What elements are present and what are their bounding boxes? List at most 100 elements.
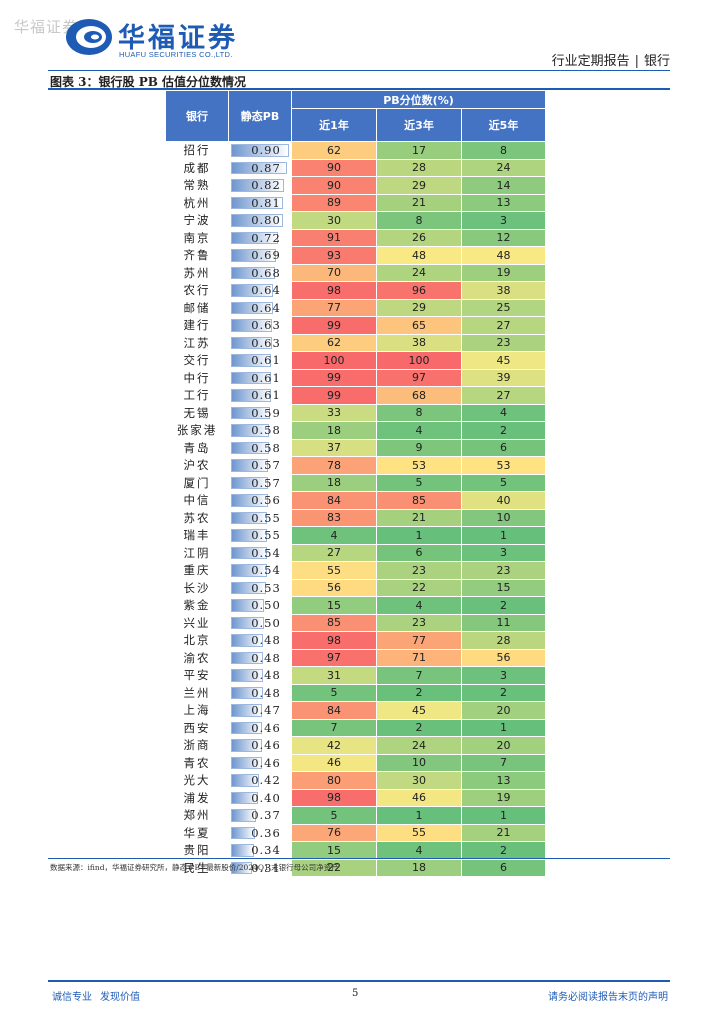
- pb-value: 0.82: [251, 178, 281, 193]
- percentile-y1-cell: 99: [291, 368, 377, 387]
- pb-cell: 0.64: [228, 298, 292, 317]
- pb-value: 0.69: [251, 248, 281, 263]
- pb-cell: 0.81: [228, 193, 292, 212]
- bank-name-cell: 杭州: [165, 193, 229, 212]
- percentile-y1-cell: 42: [291, 736, 377, 755]
- table-row: 杭州 0.81 89 21 13: [165, 193, 546, 212]
- pb-cell: 0.48: [228, 683, 292, 702]
- bank-name-cell: 交行: [165, 351, 229, 370]
- percentile-y1-cell: 4: [291, 526, 377, 545]
- col-header-1y: 近1年: [291, 108, 377, 142]
- footer-rule: [48, 980, 670, 982]
- pb-data-bar: [231, 476, 269, 489]
- footer-disclaimer: 请务必阅读报告末页的声明: [548, 992, 668, 1003]
- col-header-bank: 银行: [165, 90, 229, 142]
- percentile-y1-cell: 78: [291, 456, 377, 475]
- percentile-y5-cell: 1: [461, 806, 546, 825]
- table-row: 江阴 0.54 27 6 3: [165, 543, 546, 562]
- pb-data-bar: [231, 389, 271, 402]
- source-rule: [48, 858, 670, 859]
- pb-value: 0.40: [251, 790, 281, 805]
- pb-value: 0.61: [251, 353, 281, 368]
- pb-data-bar: [231, 371, 271, 384]
- percentile-y3-cell: 4: [376, 421, 462, 440]
- pb-cell: 0.61: [228, 351, 292, 370]
- pb-value: 0.55: [251, 510, 281, 525]
- pb-data-bar: [231, 319, 273, 332]
- footer-slogan: 诚信专业 发现价值: [52, 988, 140, 1003]
- table-row: 农行 0.64 98 96 38: [165, 281, 546, 300]
- percentile-y1-cell: 33: [291, 403, 377, 422]
- percentile-y3-cell: 77: [376, 631, 462, 650]
- pb-value: 0.47: [251, 703, 281, 718]
- pb-cell: 0.69: [228, 246, 292, 265]
- percentile-y1-cell: 91: [291, 228, 377, 247]
- pb-data-bar: [231, 599, 265, 612]
- percentile-y3-cell: 10: [376, 753, 462, 772]
- bank-name-cell: 邮储: [165, 298, 229, 317]
- bank-name-cell: 渝农: [165, 648, 229, 667]
- table-body: 招行 0.90 62 17 8 成都 0.87 90 28 24 常熟 0.82 90 29 14 杭州 0.8…: [165, 141, 546, 877]
- bank-name-cell: 平安: [165, 666, 229, 685]
- pb-value: 0.48: [251, 668, 281, 683]
- pb-data-bar: [231, 809, 257, 822]
- percentile-y3-cell: 2: [376, 718, 462, 737]
- percentile-y5-cell: 40: [461, 491, 546, 510]
- pb-value: 0.36: [251, 825, 281, 840]
- table-row: 张家港 0.58 18 4 2: [165, 421, 546, 440]
- percentile-y3-cell: 38: [376, 333, 462, 352]
- pb-cell: 0.46: [228, 753, 292, 772]
- pb-cell: 0.48: [228, 666, 292, 685]
- pb-cell: 0.36: [228, 823, 292, 842]
- percentile-y3-cell: 9: [376, 438, 462, 457]
- report-industry: 银行: [643, 54, 670, 69]
- bank-name-cell: 齐鲁: [165, 246, 229, 265]
- percentile-y5-cell: 20: [461, 736, 546, 755]
- pb-data-bar: [231, 564, 267, 577]
- pb-cell: 0.59: [228, 403, 292, 422]
- pb-data-bar: [231, 196, 284, 209]
- percentile-y5-cell: 14: [461, 176, 546, 195]
- percentile-y5-cell: 13: [461, 193, 546, 212]
- percentile-y5-cell: 56: [461, 648, 546, 667]
- percentile-y1-cell: 99: [291, 316, 377, 335]
- pb-data-bar: [231, 861, 253, 874]
- percentile-y5-cell: 6: [461, 858, 546, 877]
- pb-value: 0.61: [251, 388, 281, 403]
- pb-value: 0.48: [251, 685, 281, 700]
- pb-cell: 0.63: [228, 316, 292, 335]
- bank-name-cell: 青农: [165, 753, 229, 772]
- pb-cell: 0.50: [228, 596, 292, 615]
- pb-data-bar: [231, 354, 271, 367]
- percentile-y1-cell: 84: [291, 491, 377, 510]
- pb-value: 0.68: [251, 265, 281, 280]
- pb-data-bar: [231, 249, 276, 262]
- table-row: 兰州 0.48 5 2 2: [165, 683, 546, 702]
- percentile-y1-cell: 5: [291, 683, 377, 702]
- bank-name-cell: 瑞丰: [165, 526, 229, 545]
- table-row: 成都 0.87 90 28 24: [165, 158, 546, 177]
- percentile-y3-cell: 24: [376, 736, 462, 755]
- bank-name-cell: 光大: [165, 771, 229, 790]
- bank-name-cell: 华夏: [165, 823, 229, 842]
- bank-name-cell: 上海: [165, 701, 229, 720]
- table-row: 江苏 0.63 62 38 23: [165, 333, 546, 352]
- pb-data-bar: [231, 704, 263, 717]
- pb-value: 0.46: [251, 720, 281, 735]
- pb-value: 0.63: [251, 318, 281, 333]
- pb-cell: 0.58: [228, 438, 292, 457]
- percentile-y3-cell: 68: [376, 386, 462, 405]
- percentile-y5-cell: 11: [461, 613, 546, 632]
- percentile-y5-cell: 13: [461, 771, 546, 790]
- pb-cell: 0.46: [228, 718, 292, 737]
- pb-data-bar: [231, 616, 265, 629]
- percentile-y1-cell: 76: [291, 823, 377, 842]
- percentile-y1-cell: 22: [291, 858, 377, 877]
- pb-cell: 0.47: [228, 701, 292, 720]
- percentile-y3-cell: 24: [376, 263, 462, 282]
- col-header-5y: 近5年: [461, 108, 546, 142]
- pb-value: 0.50: [251, 598, 281, 613]
- percentile-y3-cell: 30: [376, 771, 462, 790]
- percentile-y5-cell: 23: [461, 561, 546, 580]
- table-row: 平安 0.48 31 7 3: [165, 666, 546, 685]
